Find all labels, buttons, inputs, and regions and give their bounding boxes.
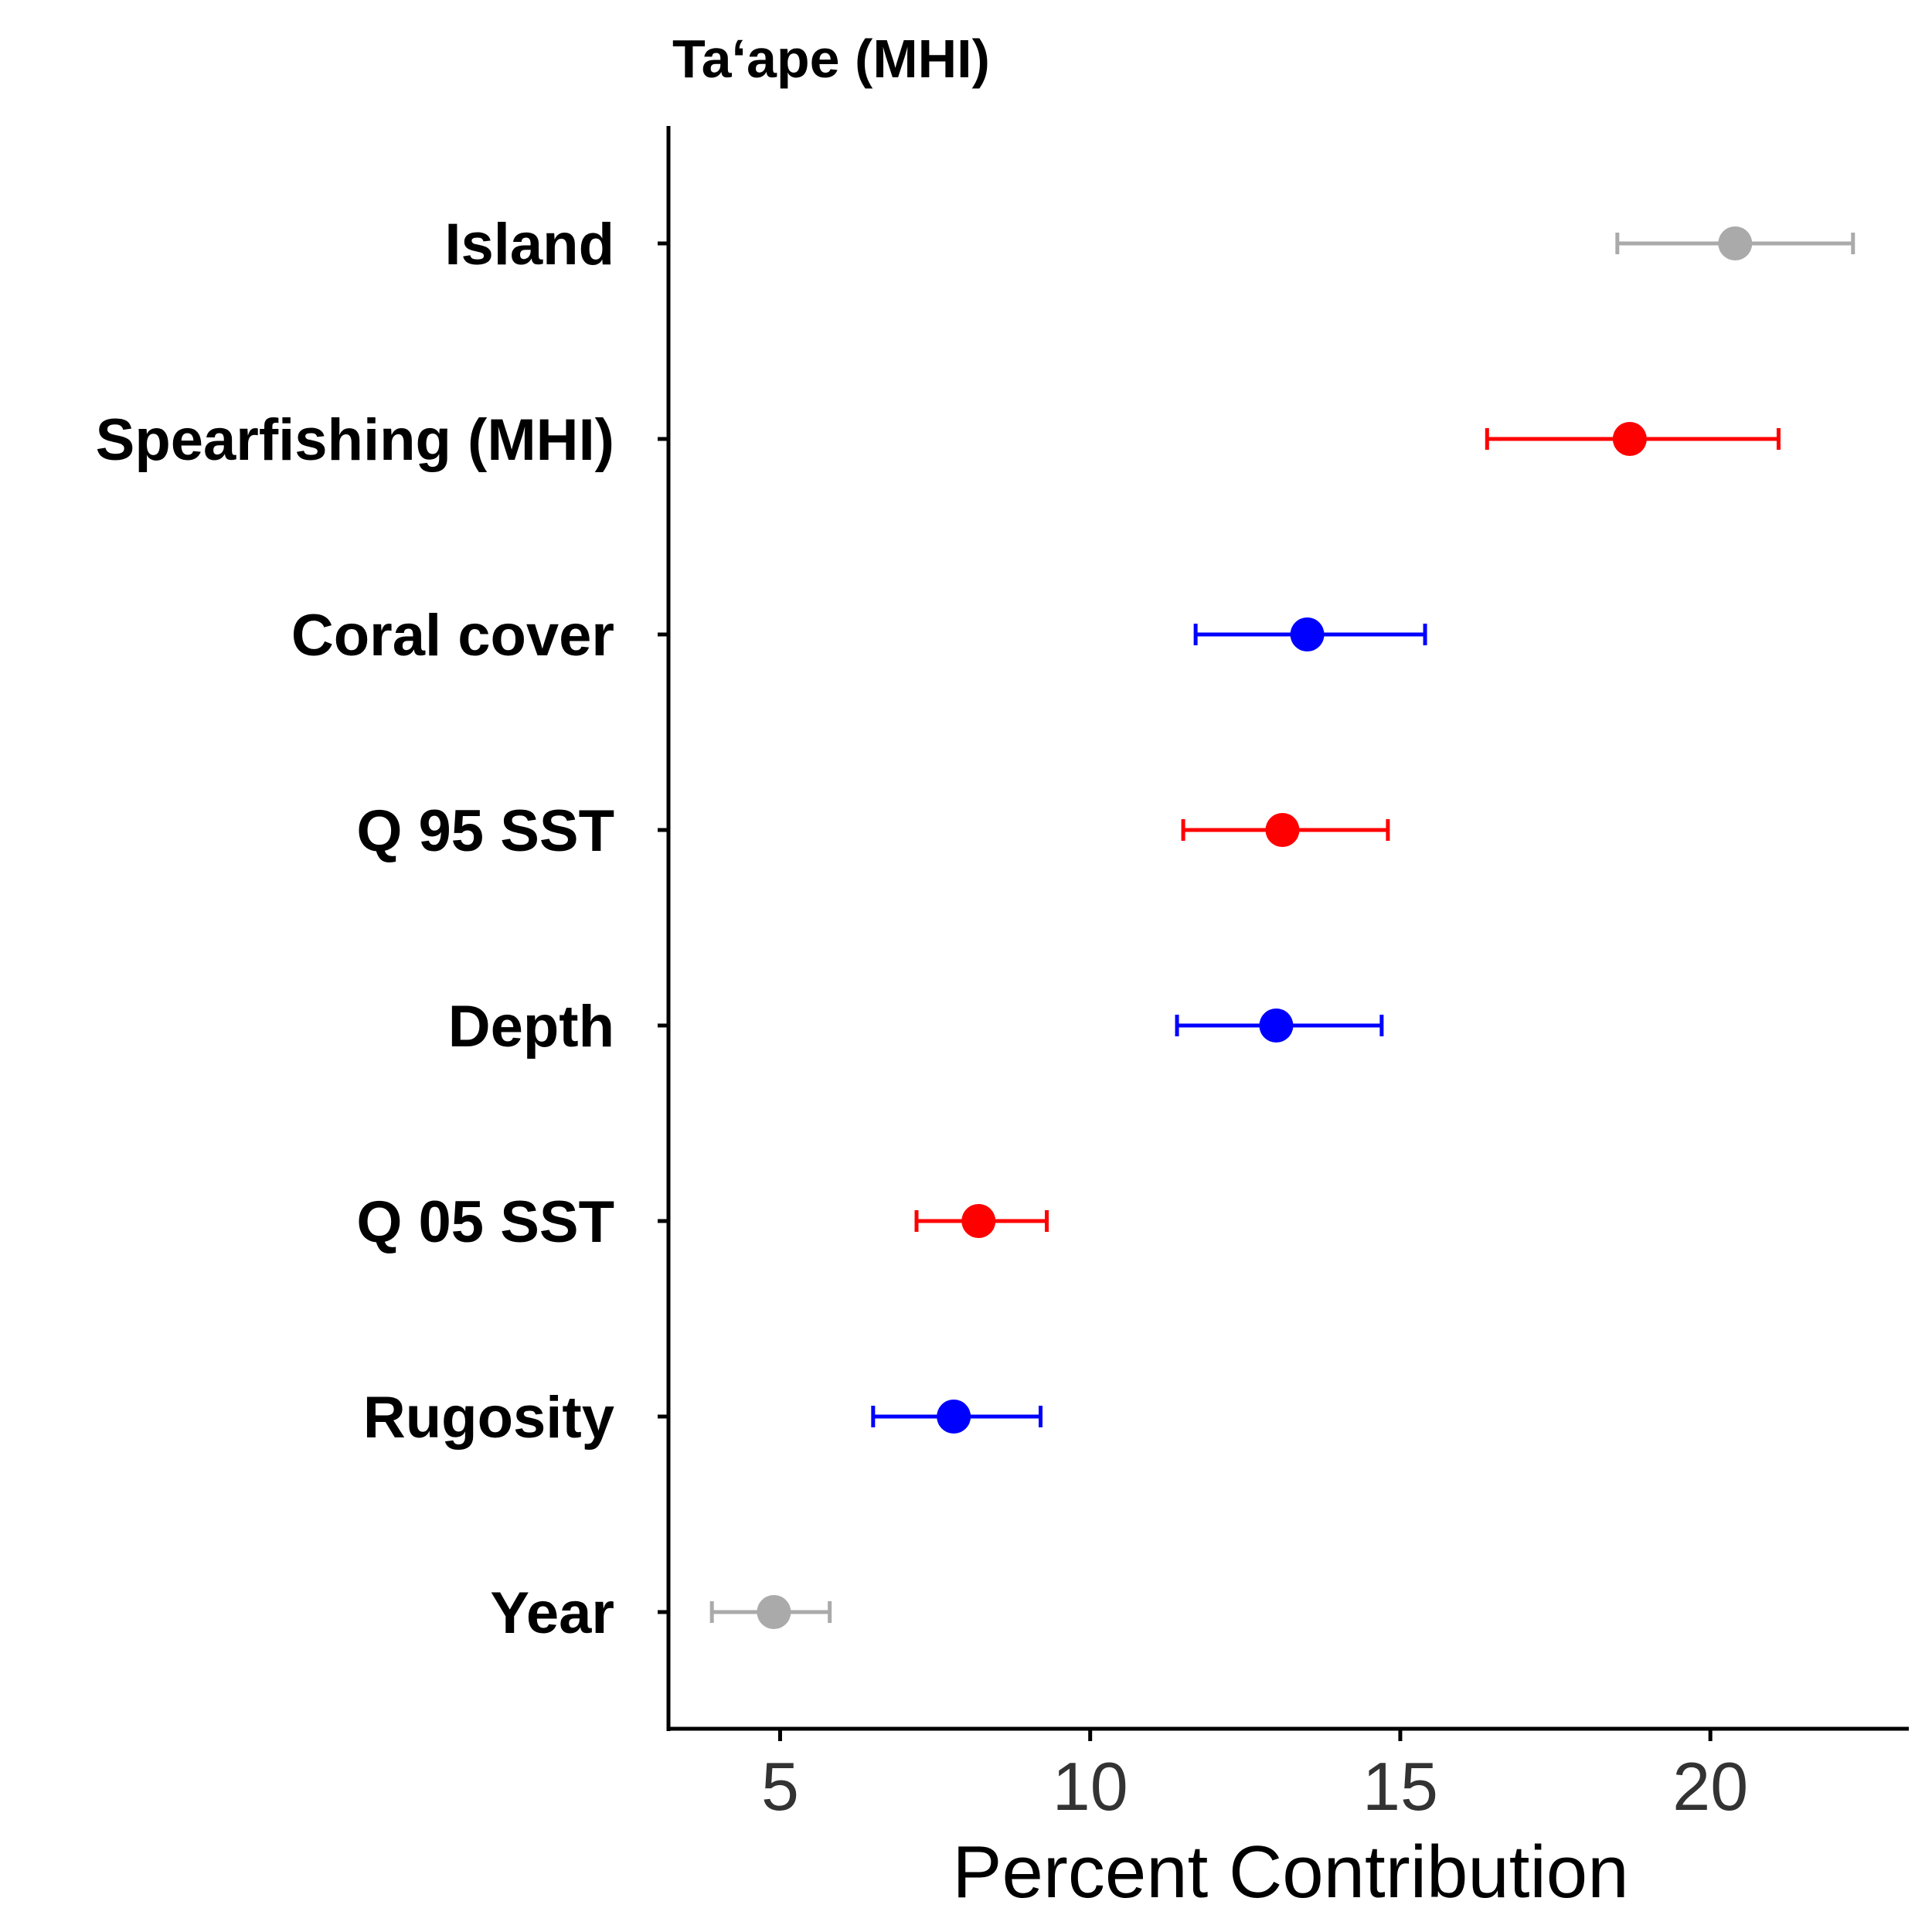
data-point [937, 1400, 971, 1434]
y-tick-label: Spearfishing (MHI) [96, 407, 614, 473]
data-point [961, 1204, 996, 1238]
data-point [1265, 813, 1300, 847]
data-point [1290, 617, 1325, 651]
y-tick-label: Year [490, 1580, 614, 1646]
y-tick-label: Rugosity [363, 1385, 614, 1451]
x-axis-title: Percent Contribution [952, 1831, 1628, 1913]
chart-title: Ta‘ape (MHI) [672, 29, 990, 89]
x-tick-label: 20 [1672, 1748, 1748, 1825]
y-tick-label: Island [444, 212, 614, 277]
data-point [757, 1595, 791, 1629]
data-point [1259, 1009, 1294, 1043]
data-point [1718, 226, 1753, 260]
y-tick-label: Q 05 SST [356, 1189, 614, 1255]
y-tick-label: Q 95 SST [356, 798, 614, 864]
y-tick-label: Depth [448, 994, 614, 1060]
y-tick-label: Coral cover [291, 603, 614, 668]
plot-area: Island Spearfishing (MHI) Coral cover Q 95 … [96, 212, 1855, 1825]
data-point [1612, 422, 1647, 456]
x-tick-label: 15 [1362, 1748, 1438, 1825]
x-tick-label: 5 [761, 1748, 799, 1825]
x-tick-label: 10 [1053, 1748, 1128, 1825]
